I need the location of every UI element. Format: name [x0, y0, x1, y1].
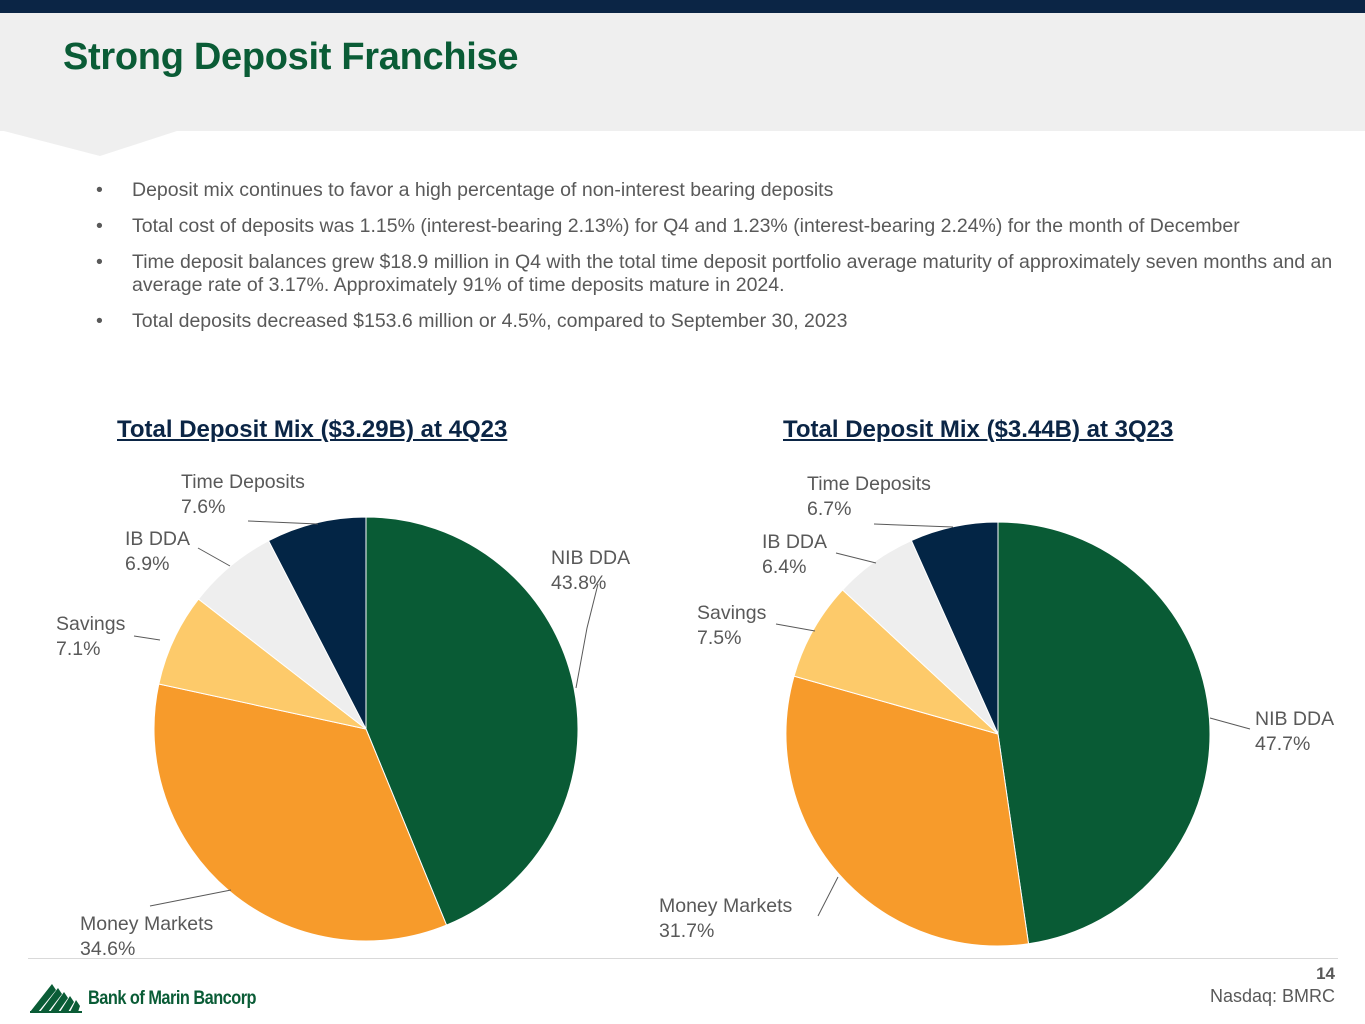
pie-4q23-slice-money-markets: [153, 683, 448, 942]
pie-3q23-label-time-deposits: Time Deposits 6.7%: [807, 473, 931, 520]
pie-3q23-label-savings: Savings 7.5%: [697, 602, 767, 649]
pie-3q23-leader-ib-dda: [835, 552, 877, 564]
pie-3q23-label-nib-dda: NIB DDA 47.7%: [1255, 708, 1334, 755]
bullet-icon: •: [96, 215, 103, 237]
bullet-item: • Total cost of deposits was 1.15% (inter…: [96, 215, 1240, 237]
bullet-item: • Total deposits decreased $153.6 million…: [96, 310, 848, 332]
footer-divider: [28, 958, 1338, 959]
pie-3q23-slice-savings: [793, 589, 999, 735]
pie-4q23-leader-savings: [133, 635, 161, 641]
top-accent-bar: [0, 0, 1365, 13]
page-title: Strong Deposit Franchise: [63, 36, 519, 78]
bullet-item: • Time deposit balances grew $18.9 millio…: [96, 251, 1333, 296]
pie-4q23-label-ib-dda: IB DDA 6.9%: [125, 528, 190, 575]
title-banner-notch: [0, 130, 180, 156]
bullet-icon: •: [96, 310, 103, 332]
bullet-item: • Deposit mix continues to favor a high p…: [96, 179, 834, 201]
pie-3q23-label-money-markets: Money Markets 31.7%: [659, 895, 793, 942]
pie-3q23-leader-time-deposits: [873, 523, 954, 528]
pie-3q23-label-ib-dda: IB DDA 6.4%: [762, 531, 827, 578]
pie-4q23-leader-money-markets: [149, 889, 232, 907]
bank-logo-icon: [30, 984, 82, 1013]
bullet-list: • Deposit mix continues to favor a high p…: [96, 179, 1336, 346]
pie-4q23-leader-nib-dda: [575, 583, 599, 689]
ticker-label: Nasdaq: BMRC: [1209, 986, 1335, 1006]
chart-4q23-title: Total Deposit Mix ($3.29B) at 4Q23: [117, 416, 508, 443]
pie-4q23-label-savings: Savings 7.1%: [56, 613, 126, 660]
pie-3q23-leader-savings: [775, 623, 816, 632]
pie-4q23-slice-nib-dda: [365, 516, 579, 926]
pie-3q23-slice-nib-dda: [997, 521, 1211, 945]
title-banner: [0, 13, 1365, 131]
bullet-icon: •: [96, 179, 103, 201]
pie-4q23-leader-time-deposits: [247, 520, 319, 525]
pie-3q23-slice-time-deposits: [910, 521, 999, 735]
pie-4q23-slice-time-deposits: [267, 516, 367, 730]
pie-3q23-slice-money-markets: [785, 675, 1030, 947]
page-number: 14: [1316, 964, 1335, 983]
logo-wordmark: Bank of Marin Bancorp: [88, 988, 257, 1009]
pie-4q23-label-time-deposits: Time Deposits 7.6%: [181, 471, 305, 518]
pie-4q23-label-nib-dda: NIB DDA 43.8%: [551, 547, 630, 594]
chart-3q23-title: Total Deposit Mix ($3.44B) at 3Q23: [783, 416, 1174, 443]
pie-3q23-leader-money-markets: [817, 876, 839, 917]
bullet-icon: •: [96, 251, 103, 273]
pie-3q23-leader-nib-dda: [1209, 717, 1251, 730]
pie-4q23-label-money-markets: Money Markets 34.6%: [80, 913, 214, 960]
pie-4q23-leader-ib-dda: [197, 547, 231, 567]
